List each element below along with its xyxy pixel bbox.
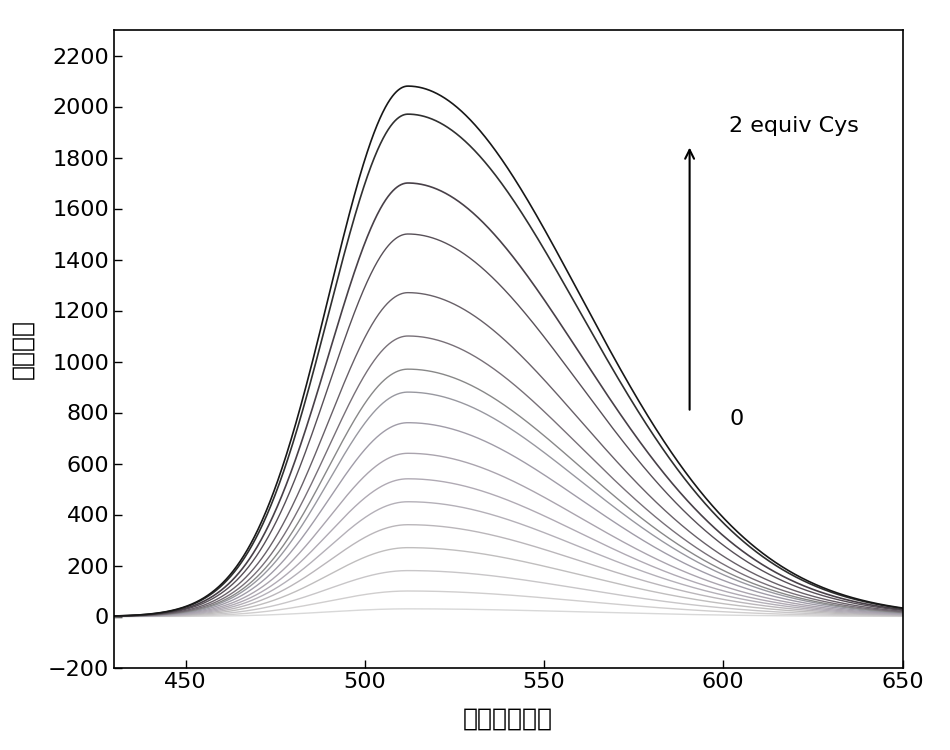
Y-axis label: 荧光强度: 荧光强度 [10, 319, 34, 379]
X-axis label: 波长（纳米）: 波长（纳米） [464, 706, 553, 730]
Text: 2 equiv Cys: 2 equiv Cys [729, 116, 859, 136]
Text: 0: 0 [729, 409, 743, 429]
